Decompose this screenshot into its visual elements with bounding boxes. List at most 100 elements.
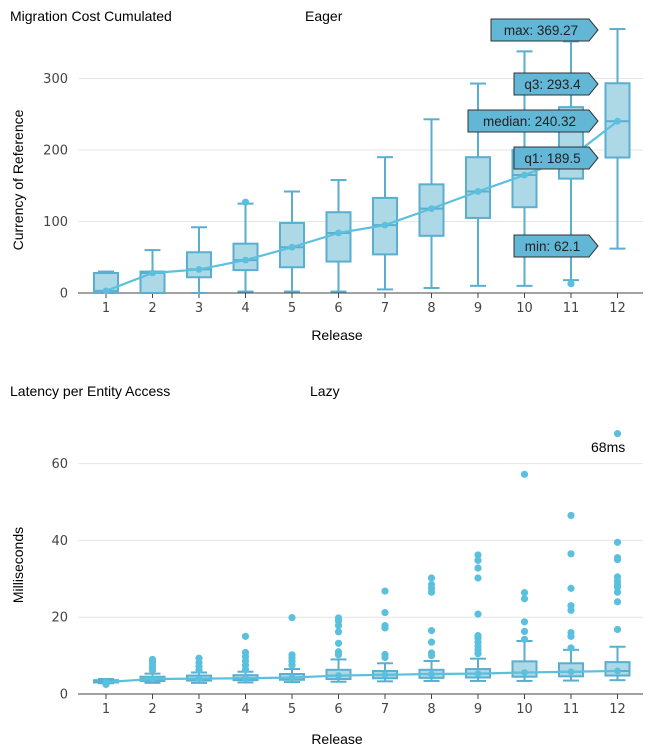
outlier-point [241, 632, 250, 640]
iqr-box [325, 211, 352, 263]
outlier-point [613, 625, 622, 634]
outlier-point [334, 614, 343, 622]
mean-point [149, 269, 156, 277]
x-tick-label: 4 [241, 702, 249, 717]
box-7 [372, 587, 398, 683]
x-tick-label: 11 [563, 702, 580, 717]
mean-point [567, 668, 575, 676]
y-tick-label: 100 [43, 215, 68, 230]
mean-point [242, 674, 249, 682]
max-annotation: 68ms [591, 439, 625, 455]
tooltip-text: q3: 293.4 [524, 77, 581, 92]
mean-point [474, 670, 482, 678]
outlier-point [334, 628, 343, 636]
box-12 [604, 430, 631, 682]
mean-point [288, 243, 296, 251]
box-8 [418, 118, 445, 289]
mean-point [102, 678, 110, 686]
outlier-point [427, 627, 436, 635]
outlier-point [474, 574, 482, 582]
outlier-point [474, 610, 482, 618]
x-tick-label: 9 [474, 301, 482, 316]
x-tick-label: 3 [195, 301, 203, 316]
x-tick-label: 1 [102, 301, 110, 316]
outlier-point [381, 587, 389, 595]
x-tick-label: 7 [381, 702, 389, 717]
mean-trend-line [105, 669, 618, 684]
y-axis-label: Milliseconds [10, 527, 26, 603]
tooltip-text: max: 369.27 [504, 23, 578, 38]
mean-trend-line [105, 120, 619, 292]
y-tick-label: 40 [51, 534, 68, 549]
mean-point [335, 672, 342, 679]
gridlines [78, 463, 643, 695]
outlier-point [613, 598, 622, 606]
outlier-point [334, 648, 343, 656]
x-tick-label: 6 [334, 702, 342, 717]
outlier-point [520, 589, 529, 597]
x-tick-label: 4 [241, 301, 249, 316]
median-line [102, 667, 621, 686]
x-tick-label: 7 [381, 301, 389, 316]
mean-point [428, 205, 435, 213]
tooltip-q3: q3: 293.4 [513, 72, 599, 96]
box-series [93, 430, 631, 688]
y-axis-label: Currency of Reference [10, 109, 26, 250]
outlier-point [520, 595, 529, 603]
outlier-point [148, 655, 157, 664]
tooltip-q1: q1: 189.5 [513, 146, 599, 170]
outlier-point [567, 602, 575, 610]
box-6 [325, 179, 352, 293]
chart-title: Latency per Entity Access [10, 383, 170, 399]
x-tick-label: 12 [609, 702, 626, 717]
mean-point [474, 188, 482, 195]
outlier-point [381, 622, 389, 630]
tooltip-text: median: 240.32 [483, 114, 576, 129]
mean-point [381, 221, 389, 229]
outlier-point [520, 627, 529, 635]
chart-latency: Latency per Entity Access Lazy 0 20 40 60 1… [10, 383, 643, 747]
hover-tooltips: max: 369.27 q3: 293.4 median: 240.32 q1: 18… [467, 18, 599, 258]
tooltip-shape [467, 109, 599, 133]
y-tick-labels: 0 20 40 60 [51, 457, 68, 702]
y-tick-labels: 0 100 200 300 [43, 72, 68, 301]
x-tick-label: 5 [288, 301, 296, 316]
x-tick-label: 9 [474, 702, 482, 717]
tooltip-shape [513, 146, 599, 170]
outlier-point [474, 556, 482, 564]
mean-point [381, 671, 389, 679]
outlier-point [427, 638, 436, 646]
box-3 [186, 226, 212, 294]
outlier-point [567, 628, 575, 637]
outlier-point [427, 649, 436, 657]
x-tick-label: 5 [288, 702, 296, 717]
tooltip-max: max: 369.27 [490, 18, 599, 42]
x-tick-label: 6 [334, 301, 342, 316]
mean-point [335, 229, 342, 237]
outlier-point [288, 651, 296, 659]
chart-migration-cost: Migration Cost Cumulated Eager 010020030… [10, 8, 643, 343]
x-tick-label: 10 [516, 301, 533, 316]
tooltip-shape [513, 72, 599, 96]
y-tick-label: 60 [51, 457, 68, 472]
mean-point [242, 256, 249, 264]
tooltip-text: min: 62.1 [525, 239, 581, 254]
outlier-point [613, 588, 622, 596]
mean-point [521, 171, 528, 179]
outlier-point [567, 644, 575, 652]
mean-point [614, 667, 621, 675]
outlier-point [288, 613, 296, 622]
outlier-point [381, 650, 389, 659]
box-10 [511, 470, 538, 682]
outlier-point [567, 584, 575, 592]
box-5 [279, 613, 305, 684]
mean-point [521, 669, 528, 676]
mean-point [614, 117, 621, 125]
box-9 [465, 551, 491, 682]
tooltip-median: median: 240.32 [467, 109, 599, 133]
tooltip-min: min: 62.1 [513, 234, 599, 258]
y-tick-label: 0 [60, 287, 68, 302]
mean-point [149, 675, 156, 683]
outlier-point [427, 574, 436, 582]
